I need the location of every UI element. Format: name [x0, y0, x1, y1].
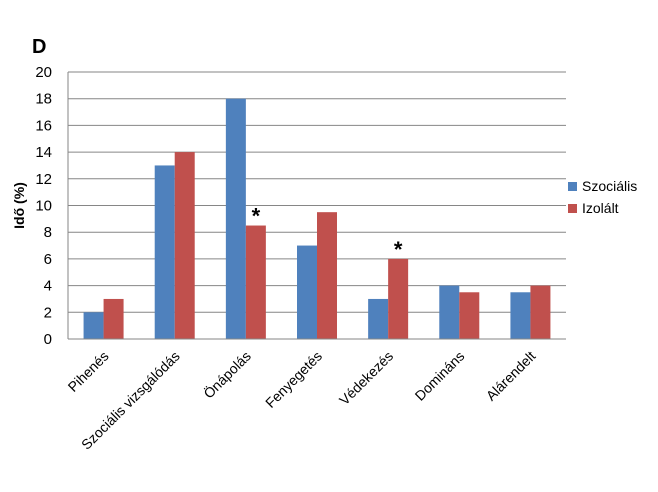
- y-tick-label: 10: [35, 198, 52, 215]
- bar: [459, 292, 480, 339]
- x-category-label: Védekezés: [336, 348, 396, 408]
- bar: [510, 292, 531, 339]
- significance-marker: *: [394, 237, 403, 262]
- bar: [245, 225, 266, 339]
- y-tick-label: 14: [35, 144, 52, 161]
- bar: [530, 285, 551, 339]
- bar: [388, 258, 409, 339]
- y-axis-ticks: 0 2 4 6 8 10 12 14 16 18 20: [35, 64, 52, 348]
- x-category-label: Fenyegetés: [262, 348, 325, 411]
- y-tick-label: 2: [44, 304, 52, 321]
- legend-item-izolalt: Izolált: [568, 197, 637, 219]
- legend-swatch-izolalt: [568, 203, 577, 213]
- bar: [154, 165, 175, 339]
- bar: [225, 98, 246, 339]
- y-tick-label: 16: [35, 117, 52, 134]
- bar: [103, 298, 124, 339]
- legend-label-izolalt: Izolált: [582, 200, 619, 216]
- y-tick-label: 18: [35, 91, 52, 108]
- y-tick-label: 20: [35, 64, 52, 81]
- x-category-label: Pihenés: [65, 348, 112, 395]
- y-tick-label: 12: [35, 171, 52, 188]
- legend-swatch-szocialis: [568, 181, 577, 191]
- y-tick-label: 6: [44, 251, 52, 268]
- panel-letter: D: [32, 36, 47, 58]
- y-tick-label: 8: [44, 224, 52, 241]
- x-category-label: Önápolás: [200, 347, 254, 401]
- x-category-label: Alárendelt: [483, 348, 539, 404]
- y-tick-label: 4: [44, 278, 52, 295]
- bar: [297, 245, 317, 339]
- bar: [317, 212, 337, 339]
- y-tick-label: 0: [44, 331, 52, 348]
- bar: [174, 152, 195, 339]
- bar: [368, 298, 389, 339]
- legend: Szociális Izolált: [568, 175, 637, 219]
- y-axis-label: Idő (%): [11, 182, 27, 229]
- legend-label-szocialis: Szociális: [582, 178, 638, 194]
- bar: [439, 285, 460, 339]
- bar: [83, 312, 104, 339]
- significance-marker: *: [252, 204, 261, 229]
- x-category-label: Domináns: [412, 348, 468, 404]
- legend-item-szocialis: Szociális: [568, 175, 637, 197]
- annotations: **: [252, 204, 403, 262]
- bars: [83, 98, 551, 339]
